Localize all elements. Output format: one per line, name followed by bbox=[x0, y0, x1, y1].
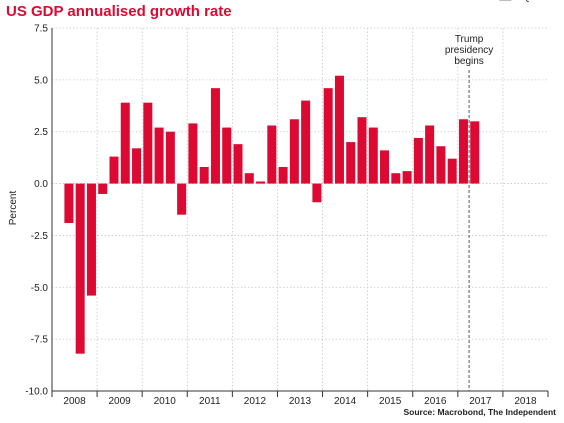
y-tick-label: -7.5 bbox=[31, 335, 49, 346]
bar bbox=[391, 173, 401, 184]
bar bbox=[458, 119, 468, 184]
x-tick-label: 2015 bbox=[379, 396, 402, 407]
bar bbox=[154, 127, 164, 184]
bar-group bbox=[64, 75, 480, 354]
y-tick-label: 5.0 bbox=[34, 75, 48, 86]
bar bbox=[470, 121, 480, 184]
bar bbox=[143, 102, 153, 184]
bar bbox=[210, 88, 220, 184]
bar bbox=[301, 100, 311, 184]
x-tick-label: 2013 bbox=[289, 396, 312, 407]
x-tick-label: 2008 bbox=[63, 396, 86, 407]
presidency-label: presidency bbox=[445, 45, 493, 56]
bar bbox=[120, 102, 130, 184]
x-tick-label: 2017 bbox=[469, 396, 492, 407]
x-tick-label: 2014 bbox=[334, 396, 357, 407]
bar bbox=[447, 158, 457, 184]
bar bbox=[278, 166, 288, 184]
bar bbox=[75, 183, 85, 354]
y-tick-label: -10.0 bbox=[25, 387, 48, 398]
bar bbox=[98, 183, 108, 194]
bar bbox=[199, 166, 209, 184]
bar bbox=[413, 137, 423, 184]
bar bbox=[256, 181, 266, 184]
bar bbox=[132, 148, 142, 184]
bar bbox=[425, 125, 435, 184]
bar bbox=[188, 123, 198, 184]
x-tick-label: 2018 bbox=[514, 396, 537, 407]
bar bbox=[177, 183, 187, 215]
bar bbox=[165, 131, 175, 184]
bar bbox=[323, 88, 333, 184]
bar bbox=[368, 127, 378, 184]
bar bbox=[334, 75, 344, 184]
bar bbox=[233, 144, 243, 184]
bar bbox=[64, 183, 74, 223]
grid-lines bbox=[52, 27, 548, 392]
y-tick-label: 7.5 bbox=[34, 24, 48, 35]
source-note: Source: Macrobond, The Independent bbox=[403, 407, 556, 417]
y-axis-label: Percent bbox=[8, 191, 19, 226]
x-tick-label: 2010 bbox=[154, 396, 177, 407]
bar bbox=[267, 125, 277, 184]
bar bbox=[402, 171, 412, 184]
bar bbox=[436, 146, 446, 184]
y-tick-label: 0.0 bbox=[34, 179, 48, 190]
bar bbox=[244, 173, 254, 184]
bar bbox=[346, 142, 356, 184]
x-tick-label: 2011 bbox=[199, 396, 221, 407]
bar bbox=[289, 119, 299, 184]
presidency-label: begins bbox=[454, 56, 483, 67]
bar bbox=[380, 150, 390, 184]
bar bbox=[86, 183, 96, 296]
x-tick-label: 2012 bbox=[244, 396, 267, 407]
q3-label: 2017 Q3 3% bbox=[497, 0, 553, 3]
bar bbox=[222, 127, 232, 184]
x-tick-label: 2009 bbox=[109, 396, 132, 407]
presidency-label: Trump bbox=[455, 34, 484, 45]
y-tick-label: -5.0 bbox=[31, 283, 49, 294]
y-tick-label: -2.5 bbox=[31, 231, 49, 242]
chart-title: US GDP annualised growth rate bbox=[6, 3, 232, 20]
axes: 7.5 5.0 2.5 0.0 -2.5 -5.0 -7.5 -10.0 2008 2009 201… bbox=[25, 24, 549, 407]
bar bbox=[109, 156, 119, 184]
x-tick-label: 2016 bbox=[424, 396, 447, 407]
bar bbox=[357, 117, 367, 184]
y-tick-label: 2.5 bbox=[34, 127, 48, 138]
bar bbox=[312, 183, 322, 203]
